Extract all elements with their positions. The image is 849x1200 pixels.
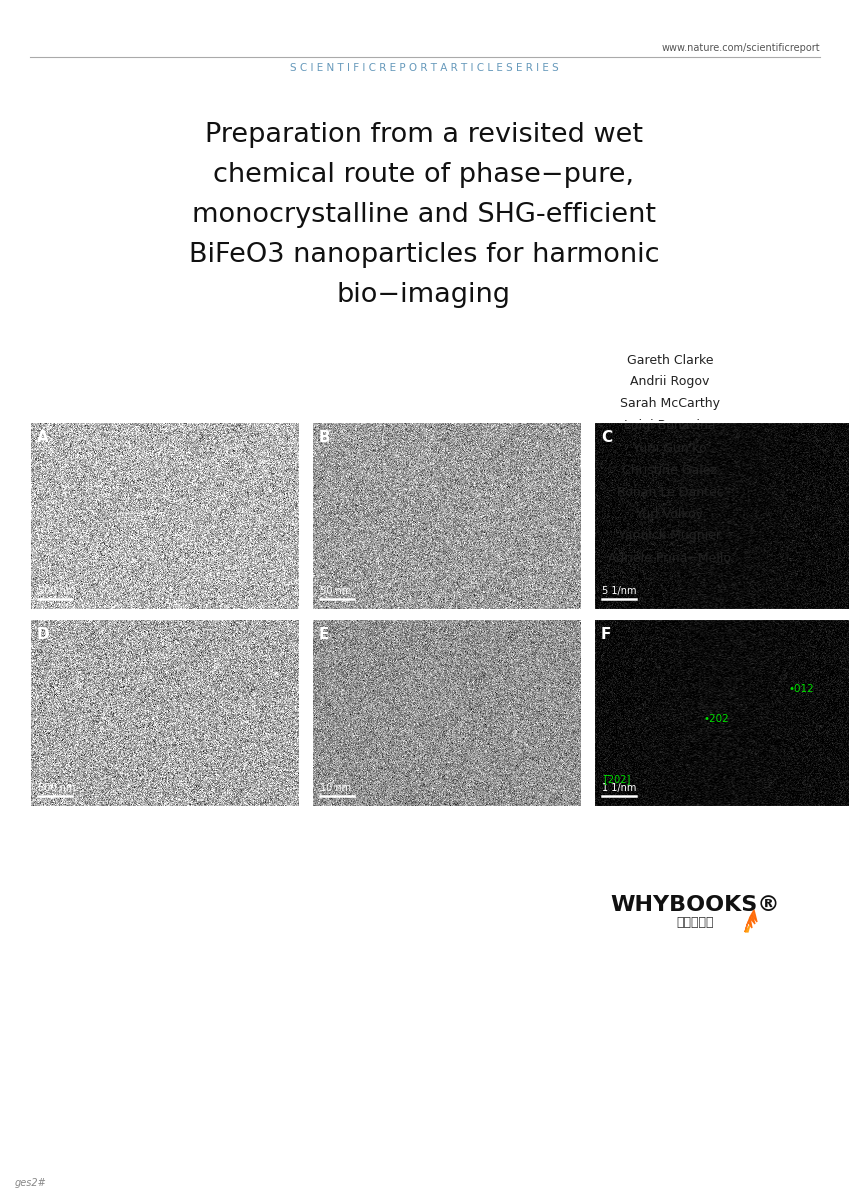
Text: Yannick Mugnier: Yannick Mugnier	[619, 529, 721, 542]
Text: Christine Galez: Christine Galez	[622, 463, 717, 476]
Text: Yuri Volkov: Yuri Volkov	[637, 508, 704, 521]
Bar	[312, 422, 582, 610]
Text: 500 nm: 500 nm	[38, 782, 76, 793]
Polygon shape	[745, 910, 757, 932]
Text: Luigi Bonacina: Luigi Bonacina	[624, 420, 716, 432]
Text: 10 nm: 10 nm	[320, 782, 351, 793]
Bar	[30, 422, 300, 610]
Text: www.nature.com/scientificreport: www.nature.com/scientificreport	[661, 43, 820, 53]
Text: 5 1/nm: 5 1/nm	[602, 586, 637, 596]
Text: Andrii Rogov: Andrii Rogov	[630, 376, 710, 389]
Text: Ronan Le Dantec: Ronan Le Dantec	[616, 486, 723, 498]
Text: 500 nm: 500 nm	[38, 586, 76, 596]
Text: E: E	[319, 626, 329, 642]
Text: BiFeO3 nanoparticles for harmonic: BiFeO3 nanoparticles for harmonic	[188, 242, 660, 268]
Bar	[594, 422, 849, 610]
Text: Adriele Prina−Mello: Adriele Prina−Mello	[609, 552, 732, 564]
Text: •012: •012	[789, 684, 815, 694]
Text: [̅202]: [̅202]	[604, 774, 630, 784]
Bar	[312, 619, 582, 806]
Text: D: D	[37, 626, 49, 642]
Text: bio−imaging: bio−imaging	[337, 282, 511, 308]
Text: F: F	[601, 626, 611, 642]
Text: A: A	[37, 430, 48, 445]
Text: WHYBOOKS®: WHYBOOKS®	[610, 895, 780, 914]
Text: B: B	[319, 430, 330, 445]
Text: Preparation from a revisited wet: Preparation from a revisited wet	[205, 122, 643, 148]
Polygon shape	[745, 925, 750, 932]
Text: 1 1/nm: 1 1/nm	[602, 782, 637, 793]
Text: S C I E N T I F I C R E P O R T A R T I C L E S E R I E S: S C I E N T I F I C R E P O R T A R T I …	[290, 62, 559, 73]
Text: Yurii Gun'ko: Yurii Gun'ko	[633, 442, 707, 455]
Text: Sarah McCarthy: Sarah McCarthy	[620, 397, 720, 410]
Text: chemical route of phase−pure,: chemical route of phase−pure,	[213, 162, 634, 188]
Text: C: C	[601, 430, 612, 445]
Text: 주와이북스: 주와이북스	[677, 917, 714, 930]
Text: •202: •202	[704, 714, 730, 724]
Text: ges2#: ges2#	[15, 1178, 47, 1188]
Bar	[594, 619, 849, 806]
Bar	[30, 619, 300, 806]
Text: monocrystalline and SHG-efficient: monocrystalline and SHG-efficient	[192, 202, 656, 228]
Text: 50 nm: 50 nm	[320, 586, 351, 596]
Text: Gareth Clarke: Gareth Clarke	[627, 354, 713, 366]
